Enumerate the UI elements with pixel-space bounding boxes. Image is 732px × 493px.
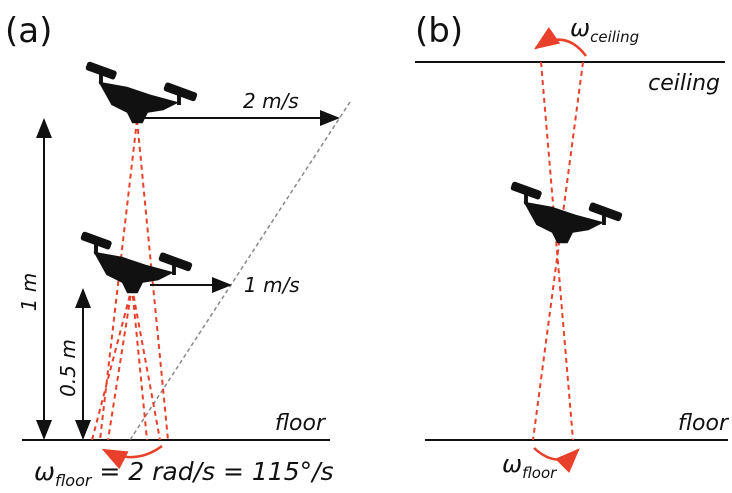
drone <box>80 231 193 293</box>
speed-label: 2 m/s <box>243 89 299 113</box>
speed-label: 1 m/s <box>244 273 300 297</box>
omega-subscript: floor <box>55 471 93 490</box>
floor-label: floor <box>678 411 730 436</box>
omega-subscript: ceiling <box>590 28 639 46</box>
omega-label: ωfloor <box>502 450 557 482</box>
floor-label: floor <box>275 411 327 436</box>
omega-subscript: floor <box>522 464 557 482</box>
panel-b: (b) ceiling floor ωceiling ωfloor <box>415 11 730 482</box>
diagram: (a) floor 2 m/s 1 m/s 1 m 0.5 m ωfloor =… <box>0 0 732 493</box>
omega-symbol: ω <box>34 457 55 486</box>
panel-a: (a) floor 2 m/s 1 m/s 1 m 0.5 m ωfloor =… <box>5 11 350 490</box>
rotation-arrow <box>104 446 162 457</box>
panel-label: (a) <box>5 11 52 51</box>
omega-symbol: ω <box>570 14 590 42</box>
omega-label: ωceiling <box>570 14 639 46</box>
drone <box>85 61 198 123</box>
height-label: 0.5 m <box>56 339 80 397</box>
rotation-arrow <box>536 40 586 56</box>
height-label: 1 m <box>17 273 41 312</box>
omega-value: = 2 rad/s = 115°/s <box>91 457 333 486</box>
omega-symbol: ω <box>502 450 522 478</box>
sensor-cone <box>533 62 583 440</box>
ceiling-label: ceiling <box>648 71 720 96</box>
rotation-arrow <box>534 448 578 460</box>
panel-label: (b) <box>415 11 463 51</box>
omega-label: ωfloor = 2 rad/s = 115°/s <box>34 457 334 490</box>
